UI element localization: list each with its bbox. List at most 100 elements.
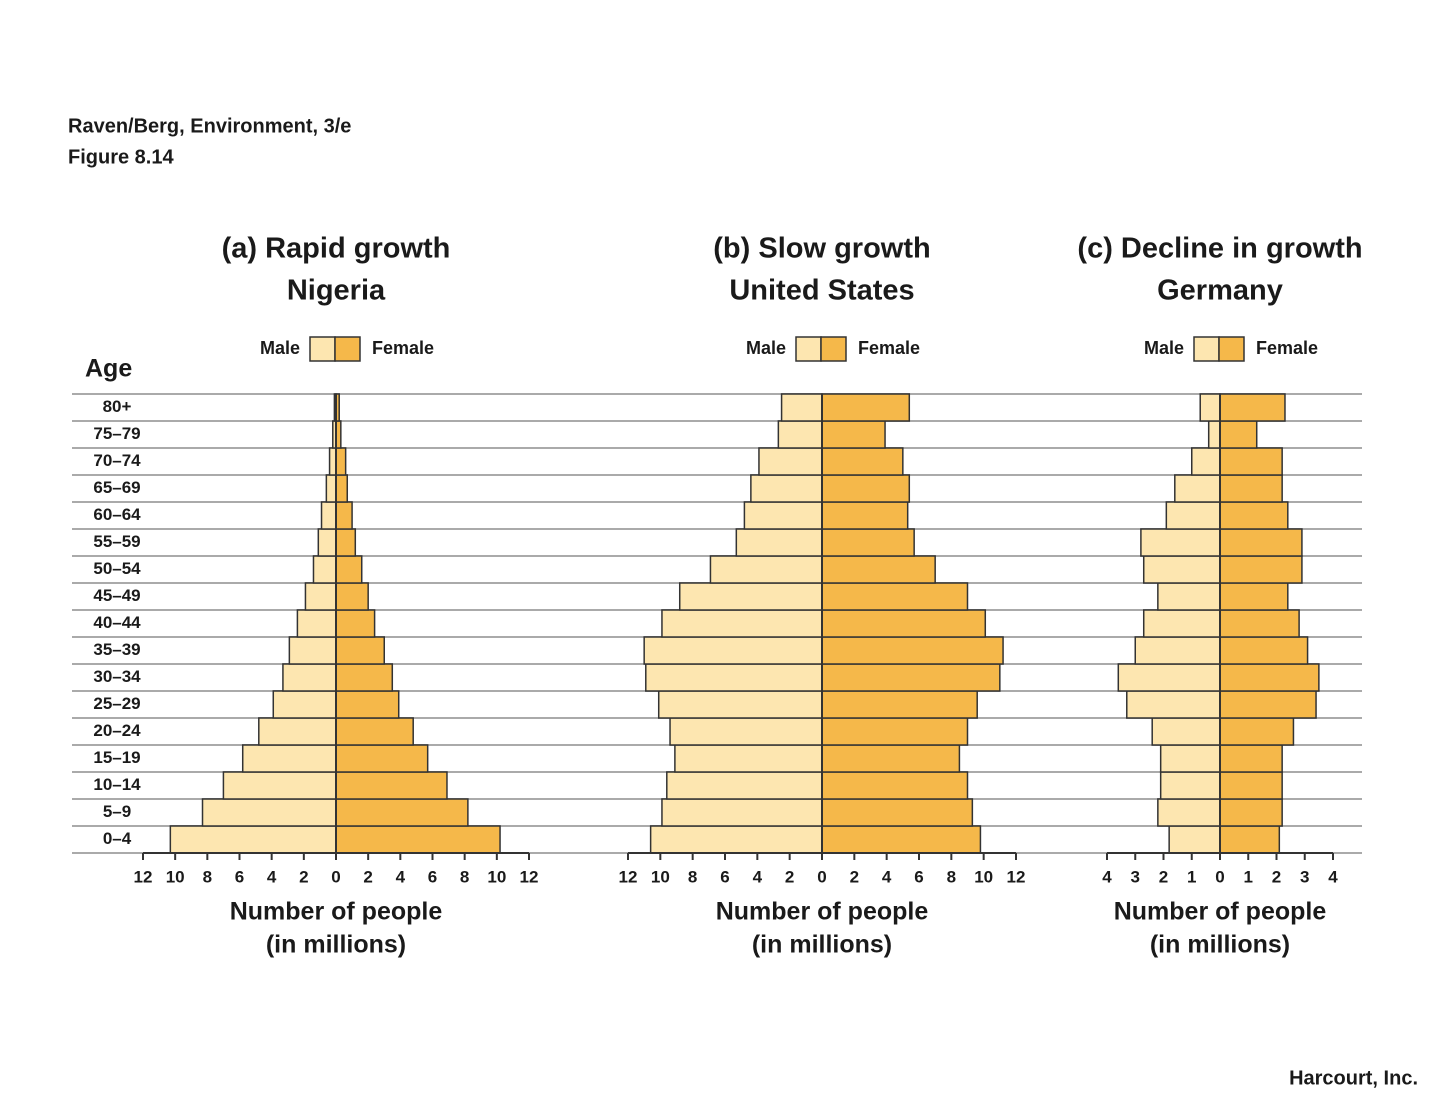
chart-subtitle: Nigeria [287, 275, 386, 307]
x-tick-label: 0 [817, 867, 826, 886]
male-bar [304, 582, 337, 611]
x-axis-label: Number of people [716, 898, 929, 926]
female-bar [821, 798, 974, 827]
female-bar [821, 528, 915, 557]
x-tick-label: 4 [1328, 867, 1338, 886]
legend-label: Female [858, 338, 920, 358]
female-bar [1219, 393, 1286, 422]
x-tick-label: 10 [487, 867, 506, 886]
female-bar [335, 555, 363, 584]
age-label: 5–9 [103, 802, 131, 821]
female-bar [821, 771, 969, 800]
female-bar [1219, 474, 1283, 503]
x-tick-label: 2 [850, 867, 859, 886]
female-bar [1219, 825, 1281, 854]
male-bar [312, 555, 337, 584]
x-tick-label: 12 [619, 867, 638, 886]
female-bar [335, 528, 357, 557]
female-bar [1219, 582, 1289, 611]
male-bar [282, 663, 337, 692]
x-axis-label: Number of people [1114, 898, 1327, 926]
female-bar [1219, 798, 1283, 827]
age-label: 65–69 [93, 478, 140, 497]
x-tick-label: 8 [947, 867, 956, 886]
female-bar [821, 474, 911, 503]
x-tick-label: 4 [882, 867, 892, 886]
x-tick-label: 12 [1007, 867, 1026, 886]
x-tick-label: 4 [1102, 867, 1112, 886]
x-tick-label: 2 [1272, 867, 1281, 886]
male-bar [1140, 528, 1221, 557]
female-bar [1219, 690, 1317, 719]
male-bar [777, 420, 823, 449]
female-bar [335, 744, 429, 773]
female-bar [1219, 555, 1303, 584]
male-bar [1142, 555, 1221, 584]
x-tick-label: 4 [396, 867, 406, 886]
female-bar [821, 501, 909, 530]
x-tick-label: 4 [753, 867, 763, 886]
legend-label: Female [1256, 338, 1318, 358]
female-bar [335, 798, 469, 827]
x-tick-label: 8 [460, 867, 469, 886]
age-label: 60–64 [93, 505, 141, 524]
male-bar [1199, 393, 1221, 422]
male-bar [1159, 744, 1221, 773]
age-label: 0–4 [103, 829, 132, 848]
male-bar [743, 501, 823, 530]
x-tick-label: 12 [134, 867, 153, 886]
female-bar [335, 447, 347, 476]
x-tick-label: 6 [235, 867, 244, 886]
female-bar [1219, 420, 1258, 449]
female-bar [821, 690, 978, 719]
female-bar [821, 825, 982, 854]
female-bar [821, 663, 1001, 692]
legend-swatch [820, 336, 847, 362]
female-bar [821, 744, 961, 773]
x-tick-label: 2 [785, 867, 794, 886]
female-bar [821, 636, 1004, 665]
female-bar [821, 555, 936, 584]
female-bar [821, 420, 886, 449]
female-bar [821, 582, 969, 611]
legend-label: Male [1144, 338, 1184, 358]
male-bar [296, 609, 337, 638]
female-bar [1219, 447, 1283, 476]
age-label: 30–34 [93, 667, 141, 686]
x-tick-label: 3 [1300, 867, 1309, 886]
male-bar [780, 393, 823, 422]
female-bar [335, 771, 448, 800]
male-bar [1117, 663, 1221, 692]
x-tick-label: 12 [520, 867, 539, 886]
male-bar [657, 690, 823, 719]
male-bar [320, 501, 337, 530]
male-bar [1207, 420, 1221, 449]
male-bar [201, 798, 337, 827]
legend-label: Male [746, 338, 786, 358]
x-tick-label: 10 [651, 867, 670, 886]
age-label: 25–29 [93, 694, 140, 713]
male-bar [241, 744, 337, 773]
female-bar [335, 609, 376, 638]
legend-swatch [795, 336, 822, 362]
age-label: 35–39 [93, 640, 140, 659]
female-bar [1219, 663, 1320, 692]
x-tick-label: 0 [1215, 867, 1224, 886]
male-bar [1174, 474, 1221, 503]
male-bar [649, 825, 823, 854]
chart-title: (a) Rapid growth [222, 233, 451, 265]
x-axis-label: (in millions) [266, 931, 406, 959]
male-bar [643, 636, 823, 665]
legend-label: Male [260, 338, 300, 358]
y-axis-label: Age [85, 355, 132, 383]
age-label: 20–24 [93, 721, 141, 740]
age-label: 80+ [103, 397, 132, 416]
legend-label: Female [372, 338, 434, 358]
figure-number: Figure 8.14 [68, 146, 174, 168]
chart-title: (b) Slow growth [713, 233, 930, 265]
female-bar [1219, 501, 1289, 530]
male-bar [1142, 609, 1221, 638]
age-label: 40–44 [93, 613, 141, 632]
age-label: 75–79 [93, 424, 140, 443]
legend-swatch [1193, 336, 1220, 362]
